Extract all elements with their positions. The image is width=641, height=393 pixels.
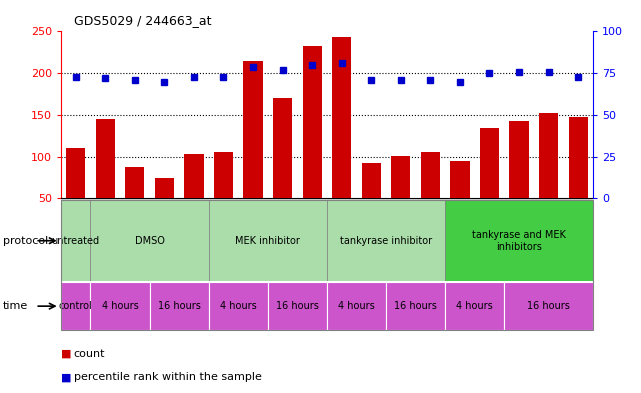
Text: ■: ■ <box>61 372 71 382</box>
Text: time: time <box>3 301 28 311</box>
Bar <box>125 167 144 198</box>
Text: percentile rank within the sample: percentile rank within the sample <box>74 372 262 382</box>
Bar <box>420 152 440 198</box>
Text: 16 hours: 16 hours <box>158 301 201 311</box>
Text: 4 hours: 4 hours <box>102 301 138 311</box>
Bar <box>61 200 90 281</box>
Bar <box>268 282 327 330</box>
Bar <box>209 200 327 281</box>
Bar <box>445 200 593 281</box>
Bar <box>66 147 85 198</box>
Bar <box>539 113 558 198</box>
Bar <box>185 154 203 198</box>
Text: MEK inhibitor: MEK inhibitor <box>235 236 300 246</box>
Bar <box>504 282 593 330</box>
Text: 16 hours: 16 hours <box>394 301 437 311</box>
Text: 4 hours: 4 hours <box>338 301 375 311</box>
Text: 16 hours: 16 hours <box>276 301 319 311</box>
Bar <box>386 282 445 330</box>
Bar <box>149 282 209 330</box>
Text: protocol: protocol <box>3 236 49 246</box>
Bar <box>327 282 386 330</box>
Bar <box>391 156 410 198</box>
Text: 4 hours: 4 hours <box>456 301 493 311</box>
Text: 16 hours: 16 hours <box>527 301 570 311</box>
Bar <box>362 163 381 198</box>
Bar <box>510 121 529 198</box>
Bar <box>445 282 504 330</box>
Text: count: count <box>74 349 105 359</box>
Text: tankyrase and MEK
inhibitors: tankyrase and MEK inhibitors <box>472 230 566 252</box>
Bar <box>480 128 499 198</box>
Bar <box>569 117 588 198</box>
Bar <box>332 37 351 198</box>
Bar <box>96 119 115 198</box>
Text: control: control <box>59 301 92 311</box>
Bar <box>273 98 292 198</box>
Text: 4 hours: 4 hours <box>220 301 256 311</box>
Bar <box>154 178 174 198</box>
Bar <box>451 161 469 198</box>
Bar <box>61 282 90 330</box>
Bar <box>90 282 149 330</box>
Text: ■: ■ <box>61 349 71 359</box>
Bar <box>214 152 233 198</box>
Bar <box>244 61 263 198</box>
Text: untreated: untreated <box>52 236 100 246</box>
Bar <box>90 200 209 281</box>
Bar <box>209 282 268 330</box>
Text: tankyrase inhibitor: tankyrase inhibitor <box>340 236 432 246</box>
Text: GDS5029 / 244663_at: GDS5029 / 244663_at <box>74 15 212 28</box>
Bar <box>303 46 322 198</box>
Text: DMSO: DMSO <box>135 236 165 246</box>
Bar <box>327 200 445 281</box>
